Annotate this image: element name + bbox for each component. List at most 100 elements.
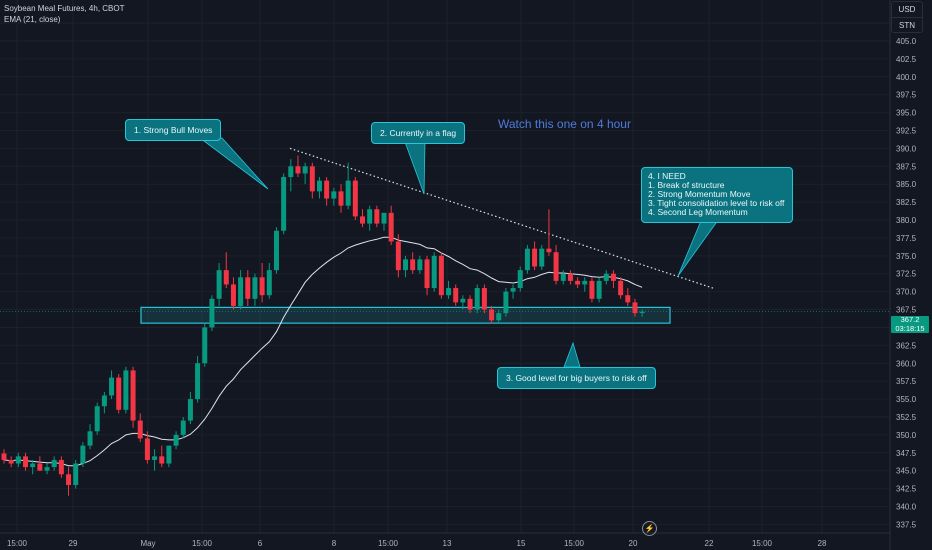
candle-body (453, 288, 459, 303)
candle (539, 245, 545, 271)
candle-body (575, 280, 581, 285)
candle-body (424, 259, 430, 289)
watch-note[interactable]: Watch this one on 4 hour (498, 117, 631, 131)
candle-body (338, 191, 344, 206)
price-tick-label: 357.5 (896, 377, 917, 386)
candle (23, 452, 29, 471)
candle (216, 262, 222, 306)
price-tick-label: 355.0 (896, 395, 917, 404)
candle (230, 277, 236, 310)
candle-body (137, 420, 143, 439)
candle-body (352, 180, 358, 217)
flag-trendline-line (289, 147, 716, 290)
candle (388, 205, 394, 246)
price-tick-label: 337.5 (896, 520, 917, 529)
callout-flag[interactable]: 2. Currently in a flag (371, 122, 466, 144)
candle-body (109, 377, 115, 396)
candle (180, 416, 186, 439)
price-tick-label: 372.5 (896, 270, 917, 279)
candle (152, 449, 158, 471)
need-item-3: 3. Tight consolidation level to risk off (648, 198, 785, 208)
candle-body (295, 166, 301, 174)
candle-body (180, 420, 186, 435)
candle-body (345, 180, 351, 206)
candle-body (281, 177, 287, 231)
time-tick-label: 28 (818, 539, 827, 548)
ema-line (3, 236, 643, 467)
price-tick-label: 390.0 (896, 144, 917, 153)
candle (288, 159, 294, 192)
price-tick-label: 387.5 (896, 162, 917, 171)
candle-body (123, 370, 129, 410)
candle (66, 467, 72, 496)
candle-body (374, 209, 380, 224)
candle (324, 177, 330, 206)
price-tick-label: 385.0 (896, 180, 917, 189)
candle-body (23, 456, 29, 468)
price-axis[interactable]: 337.5 340.0 342.5 345.0 347.5 350.0 352.5 355.0… (889, 0, 917, 550)
candle (116, 373, 122, 414)
price-tick-label: 347.5 (896, 449, 917, 458)
candle (560, 270, 566, 285)
candle (567, 270, 573, 285)
candle (238, 270, 244, 310)
time-axis[interactable]: 15:00 29 May 15:00 6 8 15:00 13 15 15:00 20 22 15:00… (0, 532, 890, 548)
time-tick-label: 13 (443, 539, 452, 548)
time-tick-label: 15:00 (564, 539, 585, 548)
candle (202, 323, 208, 367)
candle-body (187, 399, 193, 421)
candle (474, 284, 480, 314)
candle-body (80, 445, 86, 464)
candle (395, 234, 401, 278)
candle-body (324, 180, 330, 199)
candle (360, 209, 365, 228)
candle-body (467, 298, 473, 310)
price-tick-label: 340.0 (896, 502, 917, 511)
candle-body (431, 255, 437, 289)
callout-good-level[interactable]: 3. Good level for big buyers to risk off (497, 367, 656, 389)
price-tick-label: 405.0 (896, 37, 917, 46)
candle (453, 284, 459, 306)
candle-body (489, 309, 495, 321)
candle-body (152, 456, 158, 460)
price-tick-label: 350.0 (896, 431, 917, 440)
callout-bull-moves[interactable]: 1. Strong Bull Moves (125, 119, 222, 141)
candle (467, 295, 473, 314)
candle-body (553, 252, 559, 281)
last-price: 367.2 (900, 315, 920, 324)
candle (546, 209, 552, 256)
candle (209, 295, 215, 332)
callout-i-need[interactable]: 4. I NEED 1. Break of structure 2. Stron… (641, 167, 794, 223)
price-tick-label: 395.0 (896, 109, 917, 118)
candle-body (266, 270, 272, 296)
candle-body (202, 327, 208, 364)
candle (1, 449, 7, 464)
candle-body (403, 259, 409, 271)
candle-body (532, 248, 538, 267)
candle-body (603, 273, 609, 281)
candle-body (517, 270, 523, 289)
lightning-bolt-icon[interactable]: ⚡ (642, 521, 657, 536)
candle (352, 177, 358, 221)
axis-unit-buttons: USD STN (891, 1, 923, 33)
bar-countdown: 03:18:15 (895, 323, 925, 333)
candle (517, 266, 523, 292)
time-tick-label: 8 (332, 539, 337, 548)
candle-body (37, 463, 43, 471)
ema-legend[interactable]: EMA (21, close) (4, 15, 61, 24)
candle (345, 162, 351, 210)
candle (489, 305, 495, 324)
candle (15, 452, 21, 468)
candle-body (116, 377, 122, 410)
chart-legend: Soybean Meal Futures, 4h, CBOT EMA (21, … (4, 3, 125, 25)
candle (596, 277, 602, 303)
unit-button[interactable]: STN (892, 17, 922, 33)
candle (302, 162, 308, 185)
currency-button[interactable]: USD (898, 5, 916, 14)
candle-body (87, 431, 93, 446)
need-item-4: 4. Second Leg Momentum (648, 207, 748, 217)
candle-body (101, 395, 107, 407)
candle (532, 241, 538, 271)
callout-level-text: 3. Good level for big buyers to risk off (506, 373, 647, 383)
